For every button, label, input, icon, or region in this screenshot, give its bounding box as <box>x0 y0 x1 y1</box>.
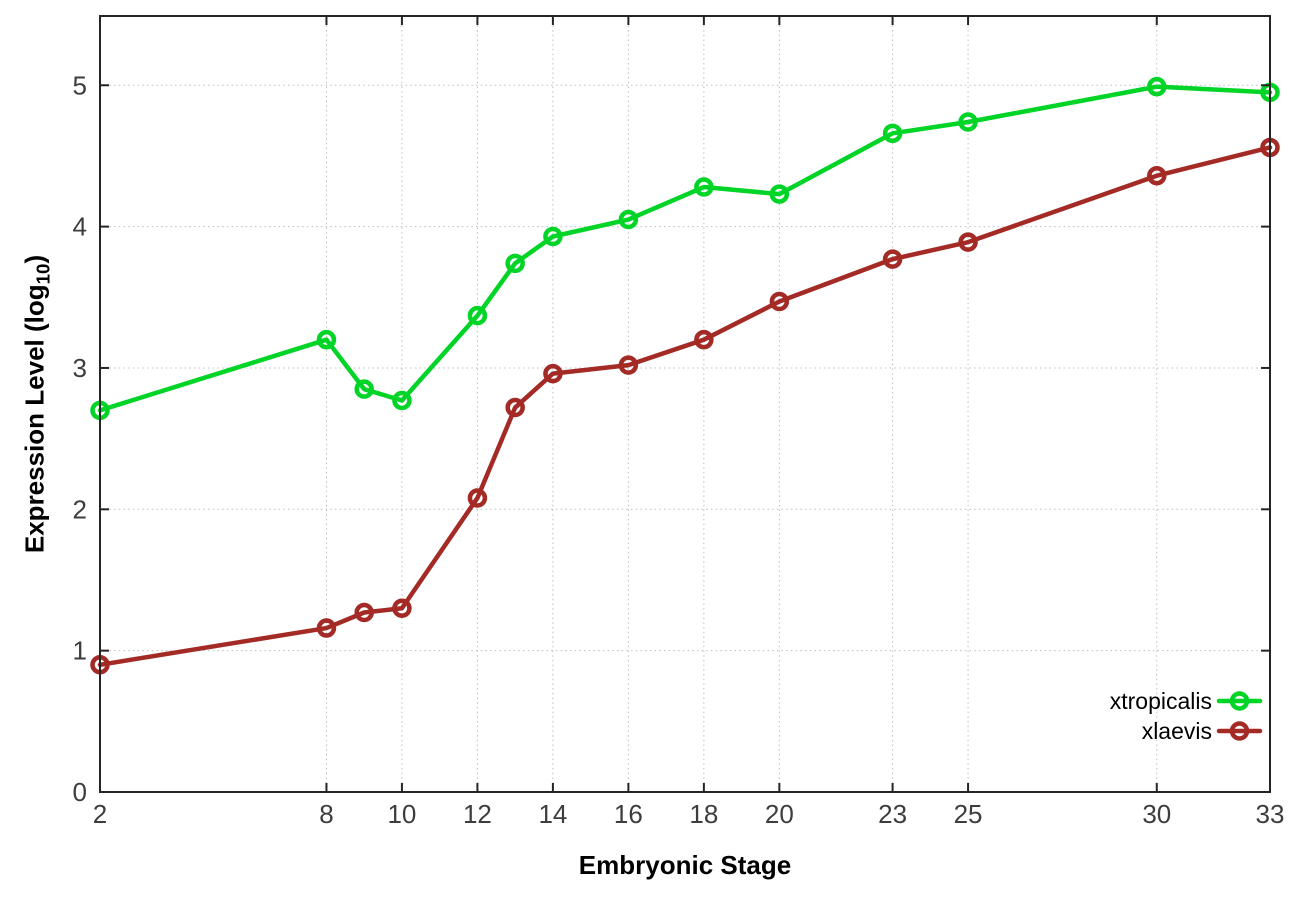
series-xlaevis-line <box>97 145 1273 668</box>
x-axis-title: Embryonic Stage <box>578 850 792 880</box>
series-xlaevis-marker-stage-18 <box>694 329 714 350</box>
series-xlaevis-marker-stage-25 <box>958 232 978 252</box>
x-tick-label-10: 10 <box>387 799 416 829</box>
series-xlaevis-marker-stage-16 <box>618 355 639 375</box>
x-tick-label-33: 33 <box>1256 799 1285 829</box>
series-xtropicalis-marker-stage-23 <box>882 123 903 144</box>
y-tick-label-4: 4 <box>73 212 87 242</box>
x-tick-label-18: 18 <box>689 799 718 829</box>
y-tick-label-1: 1 <box>73 636 87 666</box>
y-tick-label-3: 3 <box>73 353 87 383</box>
x-tick-labels: 2 8 10 12 14 16 18 20 23 25 30 33 <box>93 799 1285 829</box>
legend: xtropicalis xlaevis <box>1110 688 1263 744</box>
series-xtropicalis-marker-stage-30 <box>1147 76 1167 97</box>
series-xlaevis-marker-stage-9 <box>354 602 374 623</box>
axis-ticks <box>99 16 1271 793</box>
series-xlaevis-marker-stage-10 <box>392 598 412 618</box>
series-xtropicalis-marker-stage-8 <box>316 329 337 350</box>
series-xtropicalis <box>90 76 1280 421</box>
series-xtropicalis-marker-stage-9 <box>354 379 374 399</box>
series-xlaevis-marker-stage-8 <box>316 618 337 638</box>
series-xtropicalis-marker-stage-25 <box>958 112 978 132</box>
series-xtropicalis-marker-stage-13 <box>505 253 525 274</box>
legend-marker-xtropicalis <box>1229 691 1250 711</box>
series-xtropicalis-marker-stage-16 <box>618 209 639 230</box>
y-axis-title-text: Expression Level (log <box>19 284 50 554</box>
series-xlaevis-marker-stage-14 <box>543 363 563 384</box>
x-tick-label-2: 2 <box>93 799 107 829</box>
series-xtropicalis-line <box>97 84 1273 413</box>
x-tick-label-16: 16 <box>614 799 643 829</box>
legend-label-xlaevis: xlaevis <box>1142 718 1212 744</box>
x-tick-label-14: 14 <box>538 799 567 829</box>
y-axis-title-subscript: 10 <box>32 263 54 285</box>
y-tick-label-2: 2 <box>73 494 87 524</box>
x-tick-label-30: 30 <box>1142 799 1171 829</box>
plot-border <box>99 15 1271 793</box>
series-xlaevis-marker-stage-20 <box>769 291 790 312</box>
x-tick-label-12: 12 <box>463 799 492 829</box>
y-tick-labels: 0 1 2 3 4 5 <box>73 70 87 807</box>
legend-entry-xlaevis: xlaevis <box>1142 718 1263 744</box>
series-xtropicalis-marker-stage-10 <box>392 390 412 411</box>
grid <box>100 16 1270 792</box>
x-tick-label-20: 20 <box>765 799 794 829</box>
series-xlaevis-marker-stage-23 <box>882 249 903 269</box>
y-axis-title-close: ) <box>19 254 50 264</box>
x-tick-label-25: 25 <box>954 799 983 829</box>
series-xlaevis-marker-stage-13 <box>505 397 525 418</box>
legend-label-xtropicalis: xtropicalis <box>1110 688 1212 714</box>
legend-entry-xtropicalis: xtropicalis <box>1110 688 1263 714</box>
series-xlaevis-marker-stage-30 <box>1147 165 1167 186</box>
legend-marker-xlaevis <box>1229 721 1250 741</box>
series-xtropicalis-marker-stage-20 <box>769 184 790 204</box>
y-tick-label-5: 5 <box>73 70 87 100</box>
series-xtropicalis-marker-stage-14 <box>543 226 563 247</box>
y-tick-label-0: 0 <box>73 777 87 807</box>
series-xtropicalis-marker-stage-12 <box>467 305 488 326</box>
series-xlaevis-marker-stage-12 <box>467 488 488 508</box>
x-tick-label-8: 8 <box>319 799 333 829</box>
series-xtropicalis-marker-stage-18 <box>694 177 714 197</box>
series-xlaevis <box>90 137 1280 675</box>
x-tick-label-23: 23 <box>878 799 907 829</box>
y-axis-title: Expression Level (log10) <box>19 255 54 553</box>
